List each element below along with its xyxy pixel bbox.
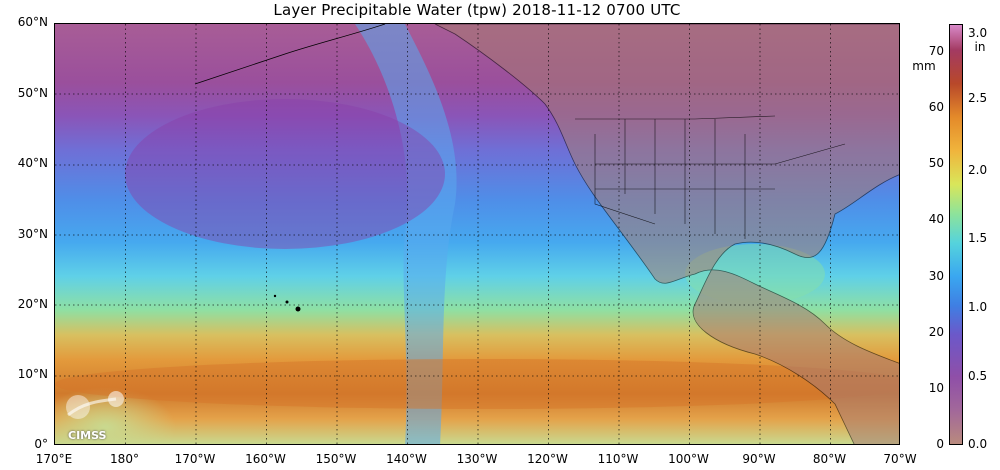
lat-label-10n: 10°N [17,367,48,381]
lon-label-160w: 160°W [245,452,286,466]
lat-label-50n: 50°N [17,86,48,100]
lat-label-0: 0° [34,437,48,451]
graticule [55,24,899,444]
cimss-logo-icon [66,391,124,419]
lat-label-20n: 20°N [17,297,48,311]
colorbar-mm-unit: mm [912,59,936,73]
colorbar-mm-70: 70 [928,44,944,58]
lon-label-110w: 110°W [597,452,639,466]
lon-label-90w: 90°W [742,452,776,466]
map-overlay [55,24,899,444]
lon-label-180: 180° [110,452,139,466]
colorbar-mm-60: 60 [928,100,944,114]
lon-label-170w: 170°W [174,452,216,466]
tropical-moist-band [55,359,899,409]
lon-label-140w: 140°W [386,452,427,466]
alaska-coast [194,24,386,85]
page-title: Layer Precipitable Water (tpw) 2018-11-1… [273,1,681,19]
lat-label-60n: 60°N [17,15,48,29]
colorbar-in-1-5: 1.5 [968,231,988,245]
political-borders [575,115,846,239]
colorbar-in-0-5: 0.5 [968,369,988,383]
north-america-landmass [434,24,899,444]
colorbar [949,24,963,445]
lon-label-170e: 170°E [35,452,73,466]
colorbar-in-2-0: 2.0 [968,163,988,177]
colorbar-in-unit: in [974,40,986,54]
tpw-map [54,23,900,445]
hawaii-islands [273,294,301,312]
lon-label-130w: 130°W [456,452,498,466]
colorbar-mm-20: 20 [928,325,944,339]
colorbar-in-1-0: 1.0 [968,300,988,314]
atmospheric-river-plume [355,24,457,444]
lon-label-70w: 70°W [883,452,917,466]
lat-label-40n: 40°N [17,156,48,170]
colorbar-mm-0: 0 [936,437,944,451]
dry-swirl [125,99,445,249]
lon-label-100w: 100°W [668,452,709,466]
colorbar-mm-30: 30 [928,269,944,283]
cimss-logo-text: CIMSS [68,429,107,442]
colorbar-in-0-0: 0.0 [968,437,988,451]
colorbar-mm-50: 50 [928,156,944,170]
colorbar-in-2-5: 2.5 [968,91,988,105]
lat-label-30n: 30°N [17,227,48,241]
colorbar-mm-10: 10 [928,381,944,395]
colorbar-in-3-0: 3.0 [968,26,988,40]
lon-label-80w: 80°W [812,452,847,466]
colorbar-mm-40: 40 [928,212,944,226]
lon-label-150w: 150°W [315,452,357,466]
lon-label-120w: 120°W [527,452,568,466]
